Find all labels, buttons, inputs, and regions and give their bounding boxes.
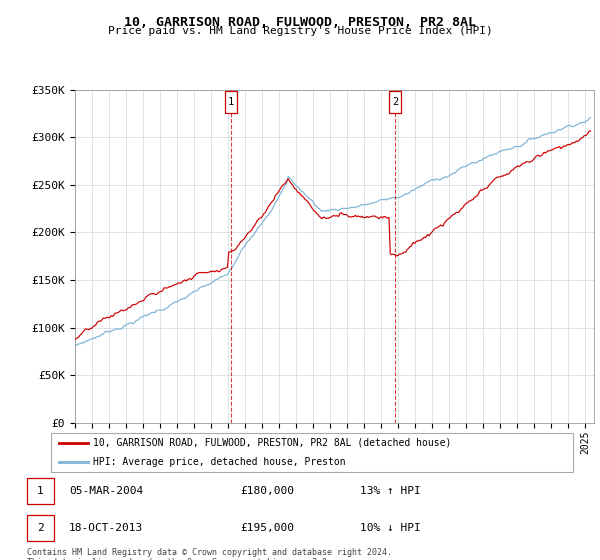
Text: 18-OCT-2013: 18-OCT-2013 <box>69 523 143 533</box>
Text: 1: 1 <box>228 97 234 107</box>
FancyBboxPatch shape <box>389 91 401 113</box>
Text: 13% ↑ HPI: 13% ↑ HPI <box>360 487 421 496</box>
Text: 10% ↓ HPI: 10% ↓ HPI <box>360 523 421 533</box>
Text: 05-MAR-2004: 05-MAR-2004 <box>69 487 143 496</box>
FancyBboxPatch shape <box>226 91 237 113</box>
Text: Price paid vs. HM Land Registry's House Price Index (HPI): Price paid vs. HM Land Registry's House … <box>107 26 493 36</box>
Text: 1: 1 <box>37 487 44 496</box>
Text: 2: 2 <box>37 523 44 533</box>
Text: 2: 2 <box>392 97 398 107</box>
Text: Contains HM Land Registry data © Crown copyright and database right 2024.
This d: Contains HM Land Registry data © Crown c… <box>27 548 392 560</box>
Text: 10, GARRISON ROAD, FULWOOD, PRESTON, PR2 8AL: 10, GARRISON ROAD, FULWOOD, PRESTON, PR2… <box>124 16 476 29</box>
FancyBboxPatch shape <box>50 433 574 472</box>
Text: £195,000: £195,000 <box>240 523 294 533</box>
Text: HPI: Average price, detached house, Preston: HPI: Average price, detached house, Pres… <box>93 457 346 467</box>
Text: £180,000: £180,000 <box>240 487 294 496</box>
Text: 10, GARRISON ROAD, FULWOOD, PRESTON, PR2 8AL (detached house): 10, GARRISON ROAD, FULWOOD, PRESTON, PR2… <box>93 437 451 447</box>
